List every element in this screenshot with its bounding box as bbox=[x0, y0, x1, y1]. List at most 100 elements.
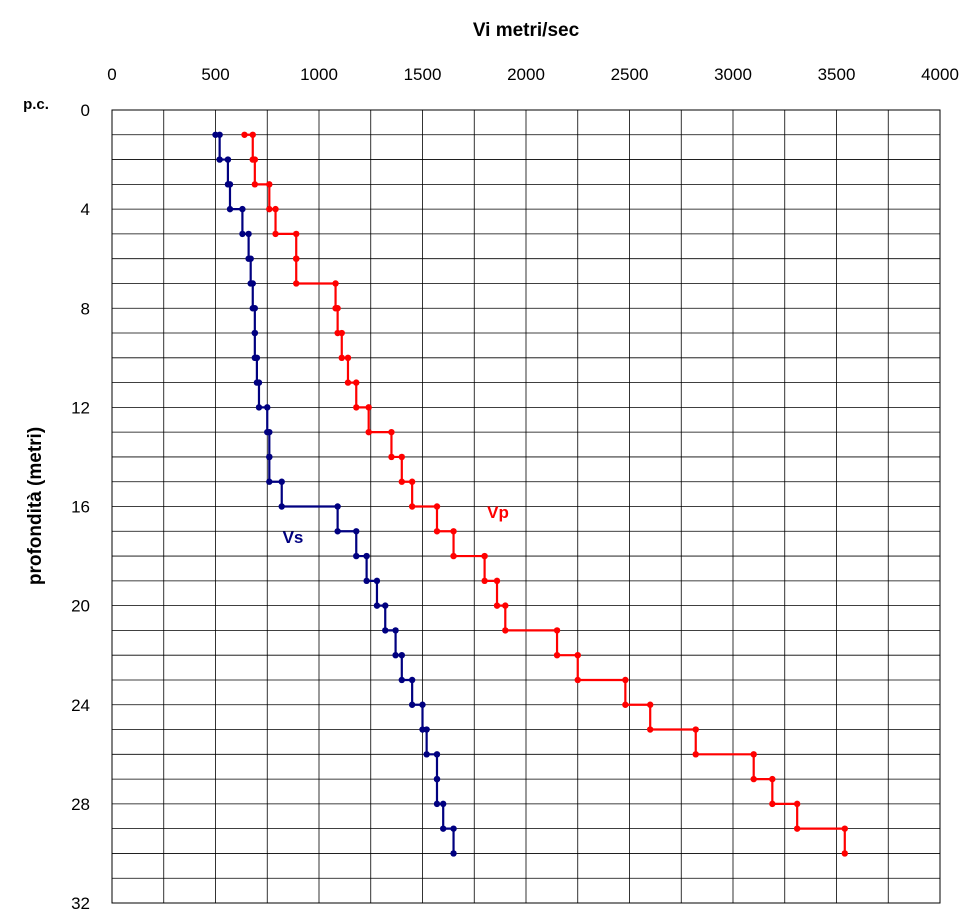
data-point-vs bbox=[266, 428, 273, 436]
data-point-vp bbox=[338, 329, 345, 337]
series-vs bbox=[212, 131, 457, 857]
data-point-vp bbox=[481, 577, 488, 585]
data-point-vs bbox=[239, 230, 246, 238]
data-point-vs bbox=[216, 131, 223, 138]
data-point-vp bbox=[365, 404, 372, 411]
data-point-vp bbox=[353, 379, 360, 386]
y-tick-label: 32 bbox=[71, 894, 90, 913]
data-point-vs bbox=[253, 354, 261, 362]
x-tick-label: 500 bbox=[201, 65, 229, 84]
data-point-vp bbox=[647, 726, 654, 733]
data-point-vs bbox=[398, 651, 405, 659]
data-point-vs bbox=[373, 577, 381, 585]
data-point-vp bbox=[433, 528, 441, 535]
x-tick-label: 1500 bbox=[404, 65, 442, 84]
data-point-vs bbox=[433, 751, 441, 758]
data-point-vp bbox=[769, 800, 776, 808]
data-point-vp bbox=[388, 453, 395, 461]
data-point-vp bbox=[293, 255, 300, 262]
data-point-vs bbox=[450, 850, 457, 857]
data-point-vs bbox=[255, 404, 263, 411]
series-label-vp: Vp bbox=[487, 503, 509, 522]
data-point-vp bbox=[433, 503, 441, 510]
data-point-vp bbox=[334, 305, 341, 312]
data-point-vp bbox=[398, 453, 405, 461]
data-point-vs bbox=[363, 552, 370, 560]
data-point-vs bbox=[266, 478, 273, 485]
data-point-vp bbox=[344, 379, 352, 386]
data-point-vp bbox=[574, 651, 581, 659]
data-point-vp bbox=[841, 825, 848, 832]
data-point-vp bbox=[266, 181, 273, 188]
ground-level-label: p.c. bbox=[23, 96, 49, 113]
data-point-vp bbox=[793, 825, 801, 832]
data-point-vs bbox=[392, 651, 399, 659]
data-point-vs bbox=[255, 379, 263, 386]
data-point-vs bbox=[334, 503, 341, 510]
data-point-vs bbox=[433, 775, 441, 783]
y-tick-labels: 0 4 8 12 16 20 24 28 32 bbox=[71, 101, 90, 913]
data-point-vp bbox=[249, 131, 256, 138]
data-point-vs bbox=[363, 577, 370, 585]
data-point-vp bbox=[344, 354, 352, 362]
data-point-vp bbox=[750, 751, 757, 758]
data-point-vp bbox=[293, 230, 300, 238]
data-point-vp bbox=[769, 775, 776, 783]
data-point-vs bbox=[353, 528, 360, 535]
data-point-vs bbox=[251, 329, 259, 337]
data-point-vp bbox=[502, 602, 509, 609]
data-point-vs bbox=[245, 230, 252, 238]
data-point-vs bbox=[382, 602, 389, 609]
y-tick-label: 20 bbox=[71, 597, 90, 616]
x-tick-labels: 0 500 1000 1500 2000 2500 3000 3500 4000 bbox=[107, 65, 959, 84]
data-point-vs bbox=[423, 726, 430, 733]
data-point-vs bbox=[423, 751, 430, 758]
data-point-vs bbox=[239, 205, 246, 213]
data-point-vp bbox=[574, 676, 581, 684]
series-line-vp bbox=[244, 133, 846, 854]
y-tick-label: 12 bbox=[71, 398, 90, 417]
data-point-vp bbox=[493, 577, 501, 585]
data-point-vs bbox=[226, 181, 234, 188]
data-point-vs bbox=[408, 676, 416, 684]
data-point-vs bbox=[216, 156, 223, 163]
data-point-vp bbox=[553, 627, 561, 634]
y-axis-title: profondità (metri) bbox=[25, 427, 46, 585]
data-point-vp bbox=[332, 280, 339, 287]
data-point-vp bbox=[793, 800, 801, 808]
data-point-vs bbox=[373, 602, 381, 609]
data-point-vp bbox=[622, 676, 629, 684]
y-tick-label: 0 bbox=[81, 101, 90, 120]
data-point-vp bbox=[493, 602, 501, 609]
data-point-vp bbox=[398, 478, 405, 485]
y-tick-label: 4 bbox=[81, 200, 90, 219]
data-point-vp bbox=[251, 156, 259, 163]
data-point-vp bbox=[622, 701, 629, 708]
series-layer bbox=[212, 131, 848, 857]
data-point-vs bbox=[247, 255, 254, 262]
y-tick-label: 24 bbox=[71, 696, 90, 715]
x-tick-label: 1000 bbox=[300, 65, 338, 84]
grid bbox=[111, 109, 941, 904]
x-tick-label: 3000 bbox=[714, 65, 752, 84]
data-point-vs bbox=[353, 552, 360, 560]
data-point-vp bbox=[450, 528, 457, 535]
data-point-vp bbox=[450, 552, 457, 560]
data-point-vp bbox=[272, 205, 279, 213]
data-point-vp bbox=[502, 627, 509, 634]
data-point-vp bbox=[365, 428, 372, 436]
data-point-vs bbox=[226, 205, 234, 213]
data-point-vs bbox=[224, 156, 232, 163]
data-point-vp bbox=[272, 230, 279, 238]
data-point-vp bbox=[841, 850, 848, 857]
data-point-vp bbox=[388, 428, 395, 436]
data-point-vs bbox=[419, 701, 426, 708]
series-label-vs: Vs bbox=[283, 528, 304, 547]
x-tick-label: 4000 bbox=[921, 65, 959, 84]
y-tick-label: 8 bbox=[81, 299, 90, 318]
data-point-vs bbox=[249, 280, 256, 287]
plot-border bbox=[111, 109, 941, 904]
data-point-vs bbox=[251, 305, 259, 312]
x-tick-label: 3500 bbox=[818, 65, 856, 84]
